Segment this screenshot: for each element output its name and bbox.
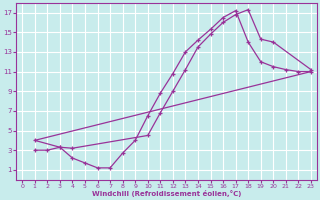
X-axis label: Windchill (Refroidissement éolien,°C): Windchill (Refroidissement éolien,°C) bbox=[92, 190, 241, 197]
